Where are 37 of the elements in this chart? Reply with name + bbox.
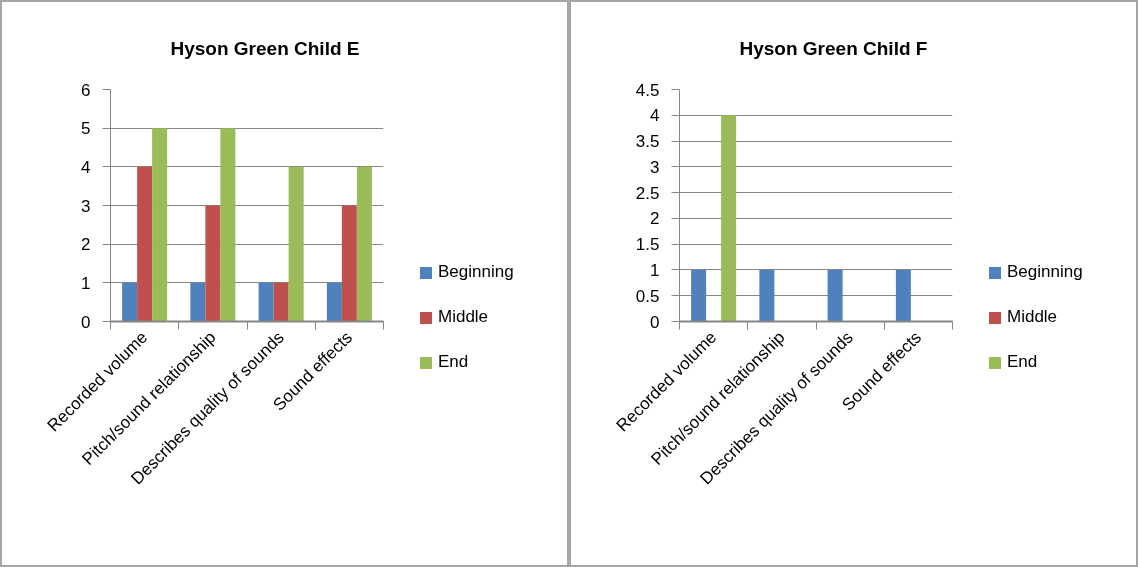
y-tick-label: 2 <box>650 209 660 229</box>
legend-label: End <box>438 352 469 372</box>
y-tick-label: 3.5 <box>635 132 660 152</box>
chart-title: Hyson Green Child F <box>739 37 928 59</box>
legend-label: End <box>1007 352 1038 372</box>
y-tick-label: 4 <box>81 157 91 177</box>
chart-title: Hyson Green Child E <box>170 37 360 59</box>
bar <box>152 128 168 322</box>
bar <box>288 166 304 322</box>
y-tick-label: 5 <box>81 119 91 139</box>
y-tick-label: 0 <box>81 312 91 332</box>
bar <box>273 282 289 322</box>
y-tick-label: 1 <box>81 273 91 293</box>
bar <box>205 205 221 322</box>
legend-label: Middle <box>1007 307 1058 327</box>
bar <box>220 128 236 322</box>
y-tick-label: 1.5 <box>635 235 660 255</box>
y-tick-label: 3 <box>81 196 91 216</box>
y-tick-label: 1 <box>650 260 660 280</box>
legend-label: Beginning <box>438 262 514 282</box>
bar <box>137 166 153 322</box>
bar <box>258 282 274 322</box>
y-tick-label: 2 <box>81 235 91 255</box>
bar <box>341 205 357 322</box>
y-tick-label: 2.5 <box>635 183 660 203</box>
y-tick-label: 0.5 <box>635 286 660 306</box>
legend-label: Middle <box>438 307 489 327</box>
bar <box>122 282 138 322</box>
y-tick-label: 0 <box>650 312 660 332</box>
y-tick-label: 4.5 <box>635 80 660 100</box>
bar <box>356 166 372 322</box>
y-tick-label: 6 <box>81 80 91 100</box>
bar <box>326 282 342 322</box>
legend-label: Beginning <box>1007 262 1083 282</box>
bar <box>190 282 206 322</box>
y-tick-label: 3 <box>650 157 660 177</box>
y-tick-label: 4 <box>650 106 660 126</box>
